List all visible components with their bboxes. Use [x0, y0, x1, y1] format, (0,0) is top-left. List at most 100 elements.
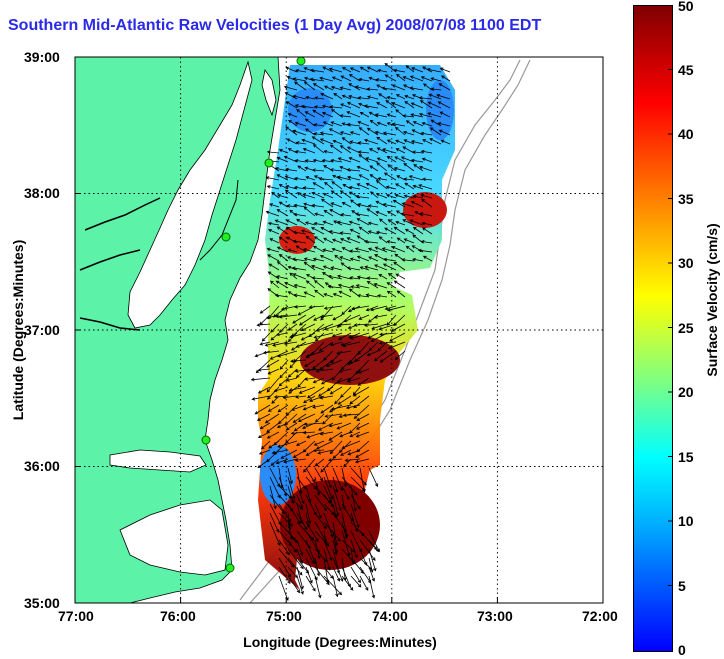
velocity-arrow [368, 148, 379, 154]
velocity-arrow [356, 183, 370, 190]
velocity-arrow [386, 314, 397, 326]
velocity-arrow [259, 422, 271, 430]
velocity-arrow [266, 377, 280, 393]
velocity-arrow [376, 294, 388, 298]
velocity-arrow [332, 557, 344, 582]
velocity-arrow [357, 141, 370, 145]
velocity-arrow [379, 332, 397, 337]
velocity-arrow [287, 323, 298, 331]
velocity-arrow [349, 257, 361, 262]
velocity-arrow [277, 350, 298, 358]
velocity-arrow [332, 238, 343, 244]
velocity-arrow [350, 575, 362, 588]
velocity-arrow [368, 575, 376, 599]
velocity-arrow [332, 539, 338, 556]
velocity-arrow [323, 237, 334, 244]
velocity-arrow [386, 139, 397, 145]
velocity-arrow [312, 158, 325, 163]
velocity-arrow [404, 228, 415, 235]
velocity-arrow [306, 431, 325, 439]
velocity-arrow [376, 136, 388, 145]
velocity-arrow [284, 281, 298, 289]
y-tick-label: 36:00 [24, 458, 60, 474]
velocity-arrow [341, 247, 352, 253]
velocity-arrow [378, 236, 388, 244]
velocity-arrow [394, 156, 406, 163]
velocity-arrow [330, 266, 343, 271]
velocity-arrow [368, 548, 377, 572]
velocity-arrow [269, 521, 281, 547]
velocity-arrow [305, 467, 315, 483]
velocity-arrow [332, 449, 343, 459]
velocity-arrow [301, 138, 316, 145]
velocity-arrow [387, 164, 397, 172]
velocity-arrow [410, 158, 424, 163]
velocity-arrow [355, 212, 370, 217]
velocity-arrow [319, 431, 334, 436]
velocity-arrow [341, 575, 354, 591]
velocity-arrow [313, 332, 334, 339]
colorbar-tick-label: 10 [678, 513, 694, 529]
velocity-arrow [277, 404, 289, 413]
velocity-arrow [364, 239, 379, 244]
velocity-arrow [385, 185, 397, 190]
velocity-vectors [250, 62, 451, 602]
velocity-arrow [427, 101, 442, 109]
velocity-arrow [371, 323, 388, 330]
velocity-arrow [393, 261, 406, 271]
velocity-arrow [304, 159, 316, 163]
velocity-arrow [334, 254, 343, 262]
velocity-arrow [403, 139, 415, 145]
velocity-arrow [300, 104, 316, 109]
velocity-arrow [303, 422, 325, 427]
velocity-arrow [340, 103, 352, 109]
velocity-arrow [358, 127, 370, 136]
velocity-arrow [332, 485, 342, 512]
velocity-arrow [356, 275, 370, 280]
velocity-arrow [331, 76, 343, 82]
velocity-arrow [294, 368, 316, 373]
velocity-arrow [350, 467, 367, 486]
velocity-arrow [284, 175, 298, 181]
velocity-arrow [269, 512, 280, 533]
velocity-arrow [304, 359, 316, 368]
velocity-arrow [328, 128, 343, 136]
velocity-arrow [418, 112, 433, 118]
velocity-arrow [355, 359, 370, 375]
velocity-arrow [418, 184, 433, 190]
velocity-arrow [294, 121, 307, 127]
velocity-arrow [358, 226, 370, 235]
velocity-arrow [357, 203, 370, 208]
velocity-arrow [287, 485, 295, 505]
velocity-arrow [412, 226, 424, 235]
velocity-arrow [267, 386, 280, 400]
velocity-arrow [394, 193, 406, 199]
velocity-arrow [312, 144, 325, 154]
velocity-arrow [420, 76, 433, 82]
velocity-arrow [374, 130, 388, 136]
velocity-arrow [356, 413, 370, 421]
velocity-arrow [386, 290, 397, 298]
velocity-arrow [296, 575, 304, 595]
velocity-arrow [401, 202, 415, 208]
velocity-arrow [417, 248, 433, 253]
velocity-arrow [403, 177, 415, 181]
velocity-arrow [267, 221, 280, 226]
velocity-arrow [296, 548, 304, 564]
velocity-arrow [266, 359, 280, 368]
velocity-arrow [266, 422, 280, 433]
velocity-arrow [422, 227, 433, 235]
velocity-arrow [329, 386, 343, 395]
velocity-arrow [297, 305, 316, 316]
velocity-arrow [405, 65, 415, 73]
velocity-arrow [259, 341, 271, 346]
velocity-arrow [365, 305, 379, 312]
velocity-arrow [359, 548, 368, 566]
velocity-arrow [339, 114, 352, 118]
lowspot-1 [288, 88, 332, 132]
velocity-arrow [437, 101, 451, 109]
velocity-arrow [293, 422, 307, 432]
velocity-arrow [324, 181, 334, 190]
velocity-arrow [405, 245, 415, 253]
velocity-arrow [346, 122, 361, 127]
